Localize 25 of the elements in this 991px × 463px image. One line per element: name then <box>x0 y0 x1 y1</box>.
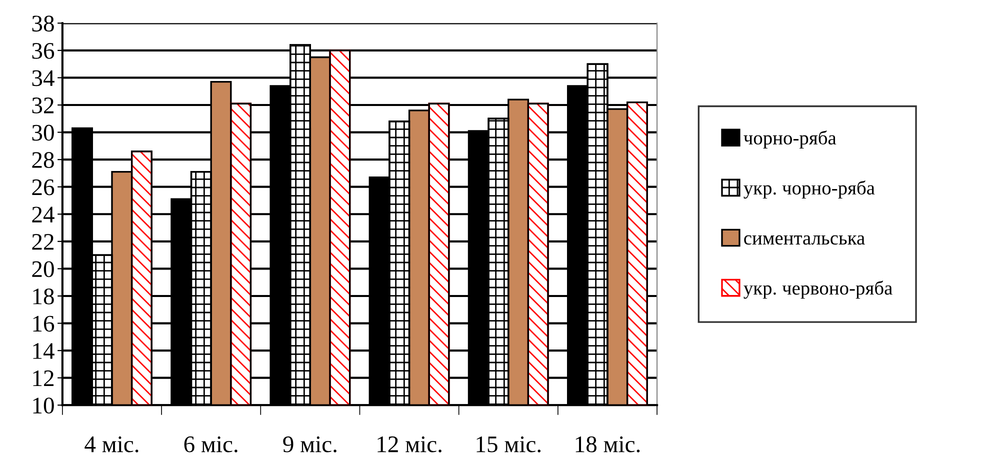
y-tick-label: 28 <box>32 152 54 168</box>
legend-label: симентальська <box>744 235 865 245</box>
x-tick-label: 15 міс. <box>476 436 541 452</box>
y-tick-label: 12 <box>33 370 54 386</box>
y-tick-label: 26 <box>32 179 54 196</box>
y-tick-label: 36 <box>32 42 54 59</box>
legend-label: укр. червоно-ряба <box>744 280 892 299</box>
legend-label: укр. чорно-ряба <box>744 180 875 199</box>
x-tick-label: 6 міс. <box>184 436 238 452</box>
y-tick-label: 18 <box>33 288 54 304</box>
y-tick-label: 24 <box>32 206 54 222</box>
x-tick-label: 9 міс. <box>283 436 336 452</box>
y-tick-label: 10 <box>33 398 54 414</box>
x-tick-label: 12 міс. <box>378 436 442 452</box>
y-tick-label: 20 <box>32 261 54 278</box>
y-tick-label: 14 <box>33 343 54 359</box>
y-tick-label: 30 <box>32 124 54 141</box>
y-tick-label: 38 <box>32 16 54 32</box>
legend-label: чорно-ряба <box>744 130 836 148</box>
y-tick-label: 32 <box>32 98 54 114</box>
y-tick-label: 22 <box>32 234 54 250</box>
x-tick-label: 18 міс. <box>576 436 640 452</box>
x-tick-label: 4 міс. <box>84 436 138 452</box>
y-tick-label: 16 <box>33 316 54 332</box>
y-tick-label: 34 <box>32 70 54 86</box>
